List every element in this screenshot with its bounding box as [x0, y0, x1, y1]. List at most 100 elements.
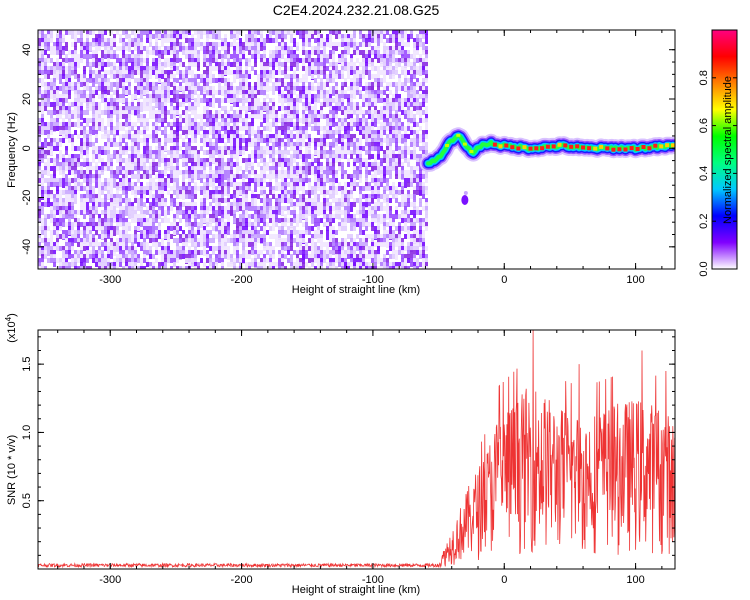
noise-cell	[107, 70, 110, 75]
noise-cell	[338, 34, 341, 39]
noise-cell	[50, 182, 53, 187]
noise-cell	[338, 154, 341, 159]
noise-cell	[59, 178, 62, 183]
noise-cell	[224, 186, 227, 196]
noise-cell	[368, 130, 371, 135]
noise-cell	[149, 74, 152, 79]
noise-cell	[80, 202, 83, 207]
noise-cell	[215, 58, 218, 63]
noise-cell	[215, 194, 218, 199]
noise-cell	[209, 62, 212, 67]
noise-cell	[185, 222, 188, 227]
noise-cell	[68, 230, 71, 235]
noise-cell	[326, 42, 329, 47]
noise-cell	[359, 146, 362, 151]
noise-cell	[146, 34, 149, 39]
noise-cell	[143, 162, 146, 167]
noise-cell	[92, 94, 95, 99]
noise-cell	[374, 134, 377, 139]
noise-cell	[203, 194, 206, 199]
noise-cell	[179, 226, 182, 231]
noise-cell	[383, 62, 386, 67]
noise-cell	[269, 138, 272, 143]
noise-cell	[173, 130, 176, 135]
noise-cell	[194, 234, 197, 239]
noise-cell	[185, 210, 188, 215]
noise-cell	[344, 190, 347, 195]
noise-cell	[263, 210, 266, 215]
noise-cell	[299, 194, 302, 199]
noise-cell	[377, 202, 380, 207]
noise-cell	[275, 134, 278, 139]
noise-cell	[182, 30, 185, 35]
noise-cell	[197, 222, 200, 227]
noise-cell	[299, 126, 302, 131]
noise-cell	[182, 182, 185, 187]
noise-cell	[119, 98, 122, 103]
noise-cell	[380, 78, 383, 83]
noise-cell	[197, 186, 200, 191]
noise-cell	[179, 86, 182, 91]
noise-cell	[389, 50, 392, 55]
noise-cell	[305, 202, 308, 207]
noise-cell	[119, 222, 122, 227]
noise-cell	[305, 66, 308, 71]
noise-cell	[239, 66, 242, 71]
noise-cell	[389, 170, 392, 175]
noise-cell	[251, 94, 254, 99]
noise-cell	[167, 190, 170, 195]
noise-cell	[425, 134, 428, 139]
noise-cell	[155, 138, 158, 143]
noise-cell	[362, 74, 365, 79]
noise-cell	[59, 70, 62, 75]
noise-cell	[170, 102, 173, 107]
noise-cell	[86, 210, 89, 215]
noise-cell	[212, 118, 215, 123]
noise-cell	[116, 166, 119, 176]
noise-cell	[146, 62, 149, 67]
noise-cell	[158, 202, 161, 207]
noise-cell	[161, 122, 164, 127]
noise-cell	[407, 170, 410, 175]
noise-cell	[251, 46, 254, 51]
noise-cell	[173, 74, 176, 79]
noise-cell	[59, 194, 62, 204]
noise-cell	[191, 174, 194, 179]
noise-cell	[230, 174, 233, 184]
noise-cell	[176, 182, 179, 187]
noise-cell	[407, 162, 410, 167]
noise-cell	[284, 146, 287, 151]
noise-cell	[320, 142, 323, 147]
noise-cell	[140, 54, 143, 59]
noise-cell	[350, 86, 353, 91]
noise-cell	[365, 226, 368, 231]
noise-cell	[302, 166, 305, 171]
noise-cell	[254, 110, 257, 115]
noise-cell	[191, 186, 194, 196]
noise-cell	[413, 50, 416, 55]
noise-cell	[293, 74, 296, 79]
noise-cell	[62, 34, 65, 39]
noise-cell	[188, 190, 191, 195]
noise-cell	[239, 30, 242, 35]
noise-cell	[302, 154, 305, 164]
noise-cell	[395, 174, 398, 179]
noise-cell	[317, 30, 320, 35]
noise-cell	[380, 134, 383, 139]
noise-cell	[293, 38, 296, 43]
noise-cell	[383, 46, 386, 51]
noise-cell	[215, 210, 218, 220]
noise-cell	[365, 122, 368, 127]
noise-cell	[65, 66, 68, 71]
noise-cell	[293, 134, 296, 139]
noise-cell	[110, 234, 113, 239]
noise-cell	[221, 162, 224, 167]
noise-cell	[296, 138, 299, 143]
noise-cell	[197, 82, 200, 87]
noise-cell	[320, 174, 323, 179]
noise-cell	[212, 210, 215, 215]
noise-cell	[146, 158, 149, 163]
noise-cell	[410, 70, 413, 75]
noise-cell	[374, 130, 377, 135]
noise-cell	[227, 82, 230, 87]
